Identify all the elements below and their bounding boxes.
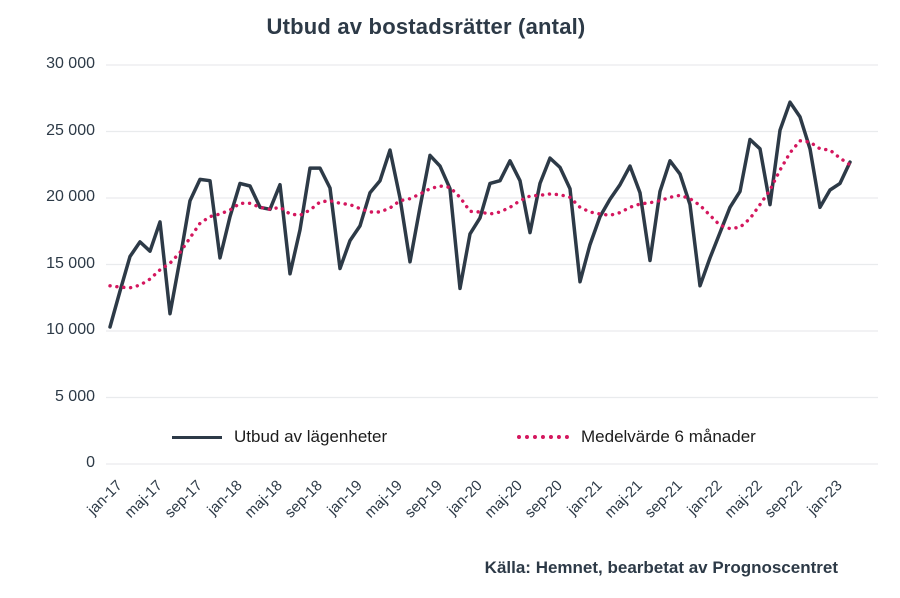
dotted-line-sample (517, 435, 569, 439)
legend-label-utbud: Utbud av lägenheter (234, 427, 388, 446)
chart-title: Utbud av bostadsrätter (antal) (266, 14, 586, 39)
y-tick-label: 0 (86, 454, 95, 471)
series-line-utbud (108, 100, 852, 329)
solid-line-sample (172, 435, 222, 439)
chart-legend: Utbud av lägenheter Medelvärde 6 månader (0, 424, 900, 450)
legend-item-medelvarde: Medelvärde 6 månader (517, 424, 756, 450)
y-tick-label: 30 000 (46, 55, 95, 72)
y-tick-label: 10 000 (46, 321, 95, 338)
legend-label-medelvarde: Medelvärde 6 månader (581, 427, 756, 446)
y-tick-label: 5 000 (54, 387, 95, 405)
y-tick-label: 25 000 (46, 121, 95, 139)
source-note: Källa: Hemnet, bearbetat av Prognoscentr… (484, 558, 838, 577)
legend-item-utbud: Utbud av lägenheter (172, 424, 387, 450)
y-tick-label: 15 000 (46, 254, 95, 272)
y-tick-label: 20 000 (46, 188, 95, 205)
